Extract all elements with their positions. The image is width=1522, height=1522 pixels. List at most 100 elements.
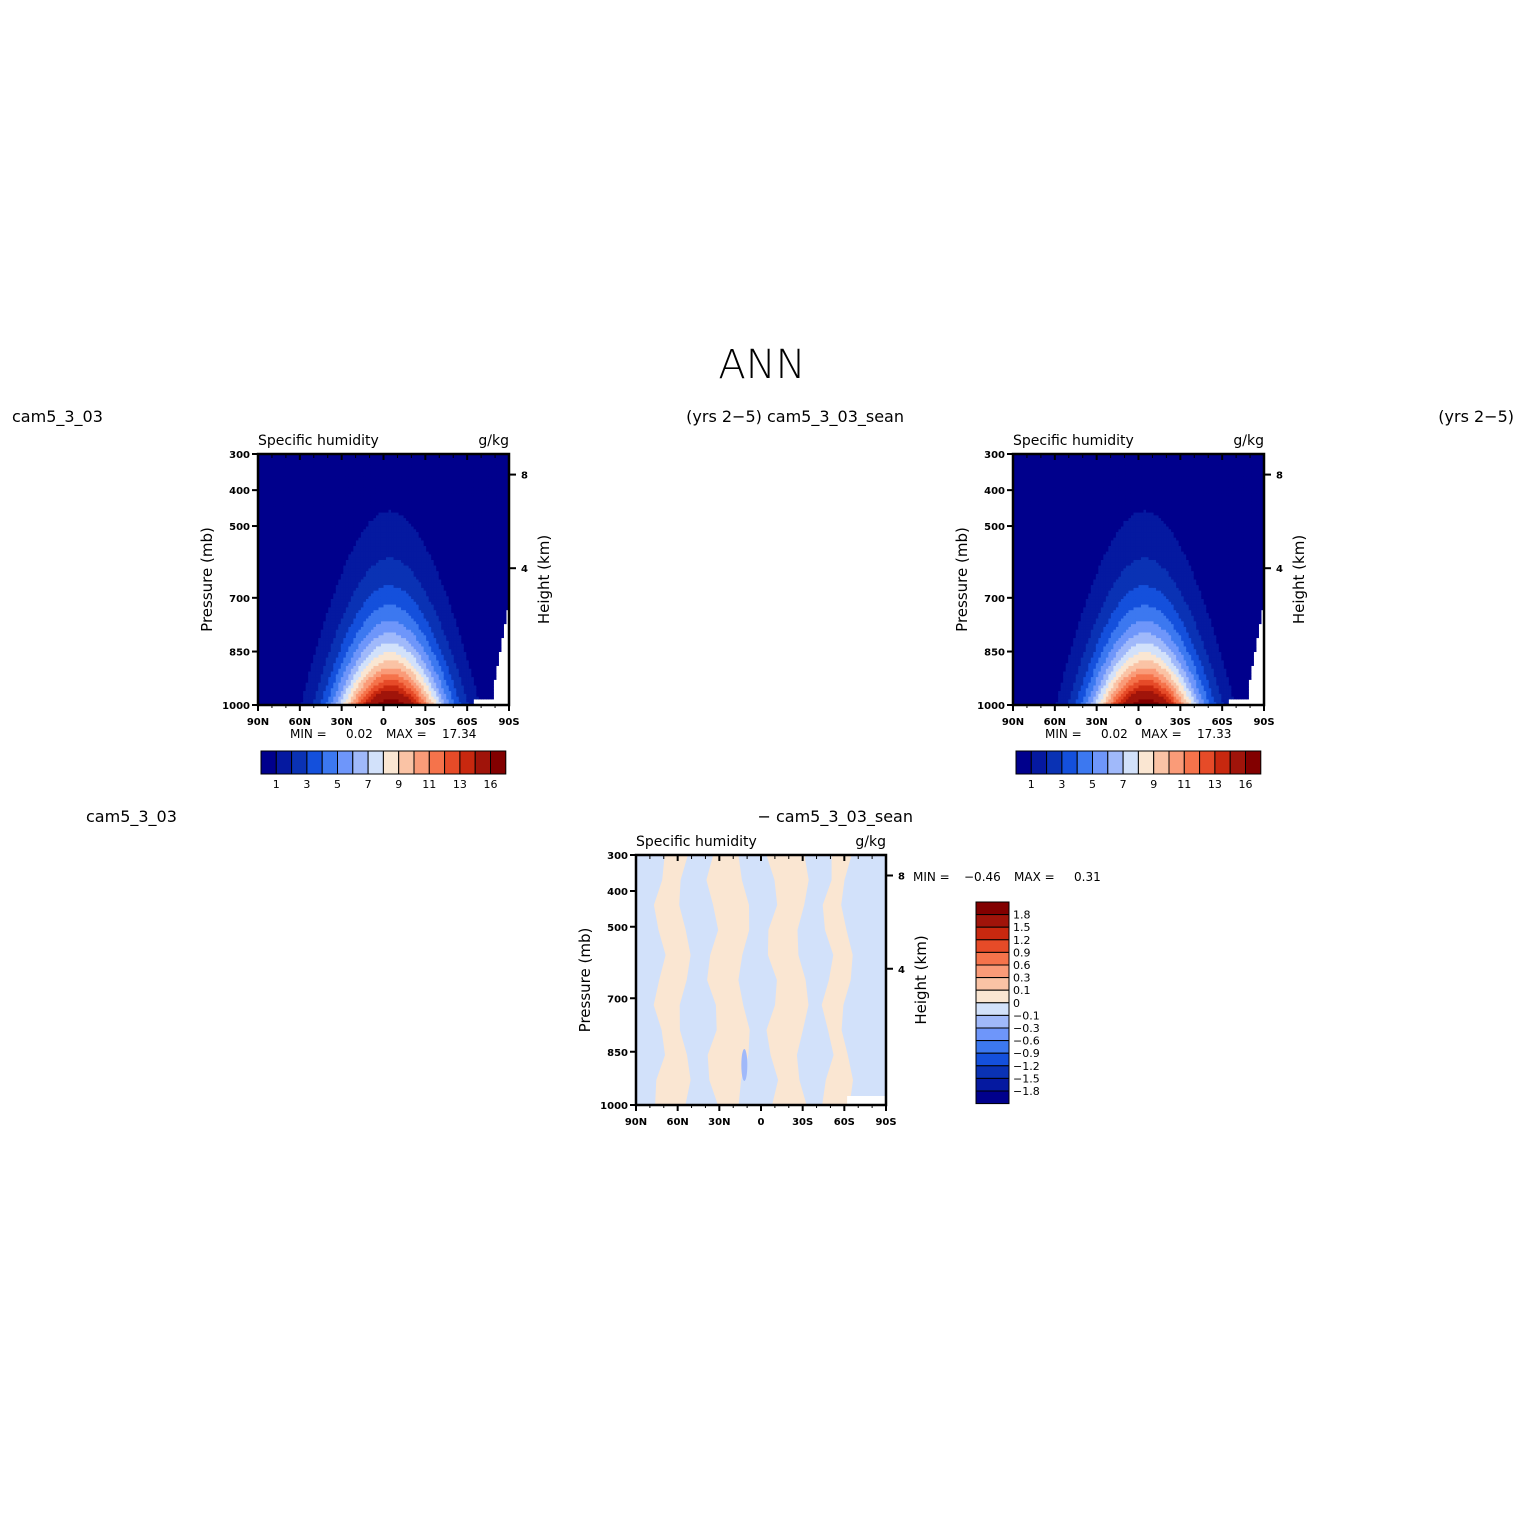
field-cell bbox=[290, 523, 294, 528]
field-cell bbox=[396, 523, 400, 528]
field-cell bbox=[288, 467, 292, 472]
field-cell bbox=[295, 646, 299, 650]
field-cell bbox=[313, 660, 317, 664]
field-cell bbox=[380, 660, 385, 664]
field-cell bbox=[320, 596, 324, 600]
field-cell bbox=[363, 481, 367, 486]
field-cell bbox=[355, 504, 359, 508]
field-cell bbox=[391, 476, 395, 480]
field-cell bbox=[313, 596, 317, 600]
field-cell bbox=[303, 462, 307, 466]
field-cell bbox=[263, 573, 267, 578]
field-cell bbox=[328, 504, 332, 508]
field-cell bbox=[268, 682, 272, 687]
field-cell bbox=[333, 520, 337, 525]
field-cell bbox=[280, 621, 284, 625]
field-cell bbox=[313, 610, 317, 614]
field-cell bbox=[283, 462, 287, 466]
field-cell bbox=[305, 596, 309, 600]
field-cell bbox=[360, 668, 365, 673]
field-cell bbox=[365, 562, 370, 567]
field-cell bbox=[303, 660, 307, 664]
field-cell bbox=[378, 638, 382, 642]
field-cell bbox=[290, 456, 294, 461]
field-cell bbox=[285, 643, 289, 648]
field-cell bbox=[396, 501, 400, 505]
field-cell bbox=[320, 590, 324, 595]
field-cell bbox=[386, 467, 390, 472]
field-cell bbox=[340, 576, 344, 581]
field-cell bbox=[360, 579, 365, 583]
field-cell bbox=[295, 610, 299, 614]
field-cell bbox=[295, 621, 299, 625]
field-cell bbox=[348, 629, 352, 634]
field-cell bbox=[373, 529, 377, 533]
field-cell bbox=[308, 638, 312, 642]
field-cell bbox=[348, 526, 352, 530]
field-cell bbox=[368, 479, 372, 483]
field-cell bbox=[320, 498, 324, 503]
field-cell bbox=[363, 540, 367, 544]
field-cell bbox=[388, 529, 392, 533]
field-cell bbox=[343, 493, 347, 497]
field-cell bbox=[273, 640, 277, 645]
field-cell bbox=[285, 487, 289, 491]
field-cell bbox=[368, 599, 372, 603]
field-cell bbox=[338, 520, 342, 525]
field-cell bbox=[258, 679, 262, 684]
field-cell bbox=[263, 604, 267, 608]
field-cell bbox=[343, 582, 347, 586]
field-cell bbox=[368, 532, 372, 536]
field-cell bbox=[330, 590, 334, 595]
field-cell bbox=[368, 495, 372, 500]
field-cell bbox=[370, 593, 375, 597]
field-cell bbox=[348, 674, 352, 678]
field-cell bbox=[368, 646, 372, 650]
field-cell bbox=[315, 691, 319, 695]
field-cell bbox=[288, 506, 292, 511]
field-cell bbox=[350, 529, 354, 533]
field-cell bbox=[280, 699, 284, 703]
field-cell bbox=[320, 665, 324, 670]
field-cell bbox=[300, 501, 304, 505]
field-cell bbox=[338, 626, 342, 631]
field-cell bbox=[290, 473, 294, 477]
field-cell bbox=[328, 671, 332, 675]
field-cell bbox=[290, 685, 294, 689]
field-cell bbox=[358, 596, 362, 600]
field-cell bbox=[260, 557, 264, 561]
field-cell bbox=[270, 540, 274, 544]
field-cell bbox=[313, 534, 317, 539]
field-cell bbox=[313, 515, 317, 519]
field-cell bbox=[300, 540, 304, 544]
field-cell bbox=[285, 534, 289, 539]
field-cell bbox=[273, 652, 277, 656]
field-cell bbox=[298, 490, 302, 494]
field-cell bbox=[386, 679, 390, 684]
field-cell bbox=[355, 612, 359, 617]
field-cell bbox=[288, 587, 292, 592]
field-cell bbox=[333, 590, 337, 595]
field-cell bbox=[355, 520, 359, 525]
field-cell bbox=[275, 612, 279, 617]
field-cell bbox=[318, 476, 322, 480]
field-cell bbox=[368, 632, 372, 636]
field-cell bbox=[288, 696, 292, 701]
field-cell bbox=[280, 479, 284, 483]
field-cell bbox=[378, 621, 382, 625]
field-cell bbox=[285, 582, 289, 586]
field-cell bbox=[330, 677, 334, 681]
field-cell bbox=[375, 671, 380, 675]
field-cell bbox=[368, 565, 372, 569]
field-cell bbox=[318, 579, 322, 583]
field-cell bbox=[323, 635, 327, 639]
field-cell bbox=[386, 554, 390, 558]
field-cell bbox=[260, 576, 264, 581]
field-cell bbox=[348, 682, 352, 687]
field-cell bbox=[328, 696, 332, 701]
field-cell bbox=[340, 571, 344, 575]
field-cell bbox=[278, 476, 282, 480]
field-cell bbox=[393, 601, 397, 606]
field-cell bbox=[328, 657, 332, 661]
